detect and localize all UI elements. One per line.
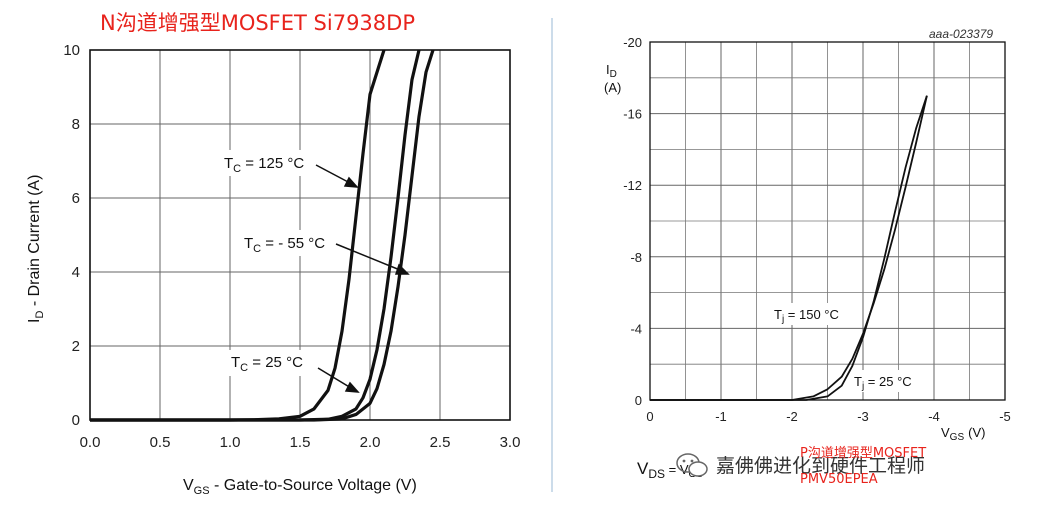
- r-x-tick-3: -3: [857, 409, 869, 424]
- annotation-tc-125-rest: = 125 °C: [241, 155, 304, 172]
- annotation-tc-125-sub: C: [233, 163, 241, 175]
- l-x-tick-0: 0.0: [80, 434, 101, 451]
- l-y-tick-4: 8: [72, 116, 80, 133]
- watermark-author: 嘉佛佛进化到硬件工程师: [716, 455, 925, 477]
- left-y-axis-label-rest: - Drain Current (A): [26, 175, 43, 311]
- r-series-1: [650, 95, 928, 401]
- watermark-area: VDS = VGS 嘉佛佛进化到硬件工程师 P沟道增强型MOSFET PMV50…: [637, 446, 926, 487]
- r-y-tick-4: -16: [623, 107, 642, 122]
- annotation-tj-150-rest: = 150 °C: [784, 307, 839, 322]
- right-series-lines: [650, 95, 928, 401]
- annotation-arrows: [315, 164, 410, 393]
- right-plot-frame: [649, 41, 1006, 401]
- left-chart: N沟道增强型MOSFET Si7938DP 0.0 0.5 1.0 1.5 2.0 2.5…: [26, 11, 520, 497]
- annotation-tj-150-sub: j: [781, 314, 784, 325]
- annotation-tj-25-rest: = 25 °C: [864, 374, 911, 389]
- left-x-axis-label-rest: - Gate-to-Source Voltage (V): [210, 477, 417, 494]
- right-gridlines: [649, 41, 1006, 401]
- l-series-2: [90, 49, 435, 422]
- right-y-axis-label-main: I: [606, 62, 610, 77]
- l-x-tick-3: 1.5: [290, 434, 311, 451]
- right-y-axis-label: ID: [606, 62, 617, 80]
- right-x-axis-label-sub: GS: [950, 432, 965, 443]
- vds-caption-main: V: [637, 459, 649, 478]
- annotation-tc-m55-sub: C: [253, 243, 261, 255]
- r-y-tick-2: -8: [630, 250, 642, 265]
- annotation-bg-m55: [242, 230, 338, 256]
- overlay-ptype-title: P沟道增强型MOSFET: [800, 446, 926, 461]
- l-y-tick-1: 2: [72, 338, 80, 355]
- right-y-axis-label-sub: D: [610, 69, 617, 80]
- l-y-tick-2: 4: [72, 264, 80, 281]
- l-y-tick-3: 6: [72, 190, 80, 207]
- annotation-bg-tj150: [772, 303, 856, 325]
- r-y-tick-1: -4: [630, 321, 642, 336]
- arrow-line-m55: [335, 243, 401, 271]
- r-series-0: [650, 95, 928, 401]
- right-x-axis-label-unit: (V): [968, 425, 985, 440]
- annotation-tc-m55: TC = - 55 °C: [244, 235, 325, 255]
- vds-caption-rest: = V: [665, 462, 689, 477]
- r-x-tick-1: -1: [715, 409, 727, 424]
- r-y-tick-5: -20: [623, 35, 642, 50]
- r-y-tick-0: 0: [635, 393, 642, 408]
- arrow-head-125: [343, 176, 359, 188]
- annotation-tc-25-rest: = 25 °C: [248, 354, 303, 371]
- r-x-tick-0: 0: [646, 409, 653, 424]
- r-x-tick-2: -2: [786, 409, 798, 424]
- annotation-bg-tj25: [852, 370, 930, 392]
- annotation-tj-25-sub: j: [861, 381, 864, 392]
- right-y-axis-unit: (A): [604, 80, 621, 95]
- annotation-tj-150-main: T: [774, 307, 782, 322]
- r-x-tick-5: -5: [999, 409, 1011, 424]
- right-chart: aaa-023379 0 -1 -2 -3 -4 -5 0 -4 -8 -12 -16 -20 ID…: [604, 27, 1011, 443]
- left-y-axis-label: ID - Drain Current (A): [26, 175, 46, 323]
- arrow-line-125: [315, 164, 351, 184]
- wechat-icon: [676, 453, 708, 477]
- l-x-tick-4: 2.0: [360, 434, 381, 451]
- left-y-axis-label-main: I: [26, 319, 43, 323]
- annotation-tc-125-main: T: [224, 155, 233, 172]
- right-x-tick-labels: 0 -1 -2 -3 -4 -5: [646, 409, 1010, 424]
- l-x-tick-1: 0.5: [150, 434, 171, 451]
- left-y-tick-labels: 0 2 4 6 8 10: [63, 42, 80, 429]
- annotation-tc-25-main: T: [231, 354, 240, 371]
- right-x-axis-label: VGS (V): [941, 425, 985, 443]
- annotation-tc-m55-main: T: [244, 235, 253, 252]
- annotation-tc-m55-rest: = - 55 °C: [261, 235, 325, 252]
- left-chart-title: N沟道增强型MOSFET Si7938DP: [100, 11, 415, 35]
- annotation-tj-25-main: T: [854, 374, 862, 389]
- l-y-tick-0: 0: [72, 412, 80, 429]
- arrow-line-25: [317, 367, 352, 389]
- l-x-tick-2: 1.0: [220, 434, 241, 451]
- vds-caption-sub: DS: [648, 467, 665, 481]
- left-series-lines: [90, 49, 435, 422]
- arrow-head-m55: [394, 263, 410, 275]
- annotation-tc-25-sub: C: [240, 362, 248, 374]
- left-x-axis-label: VGS - Gate-to-Source Voltage (V): [183, 477, 417, 497]
- right-x-axis-label-main: V: [941, 425, 950, 440]
- annotation-tc-125: TC = 125 °C: [224, 155, 304, 175]
- annotation-tj-25: Tj = 25 °C: [854, 374, 912, 392]
- left-x-axis-label-main: V: [183, 477, 194, 494]
- left-x-tick-labels: 0.0 0.5 1.0 1.5 2.0 2.5 3.0: [80, 434, 521, 451]
- r-x-tick-4: -4: [928, 409, 940, 424]
- r-y-tick-3: -12: [623, 178, 642, 193]
- l-y-tick-5: 10: [63, 42, 80, 59]
- annotation-tc-25: TC = 25 °C: [231, 354, 303, 374]
- annotation-bg-25: [229, 350, 319, 376]
- l-x-tick-5: 2.5: [430, 434, 451, 451]
- right-y-tick-labels: 0 -4 -8 -12 -16 -20: [623, 35, 642, 408]
- annotation-tj-150: Tj = 150 °C: [774, 307, 839, 325]
- l-x-tick-6: 3.0: [500, 434, 521, 451]
- arrow-head-25: [344, 381, 360, 393]
- left-x-axis-label-sub: GS: [194, 485, 210, 497]
- overlay-part-number: PMV50EPEA: [800, 472, 878, 487]
- annotation-bg-125: [222, 150, 332, 176]
- figure-code: aaa-023379: [929, 27, 993, 41]
- left-y-axis-label-sub: D: [34, 311, 46, 319]
